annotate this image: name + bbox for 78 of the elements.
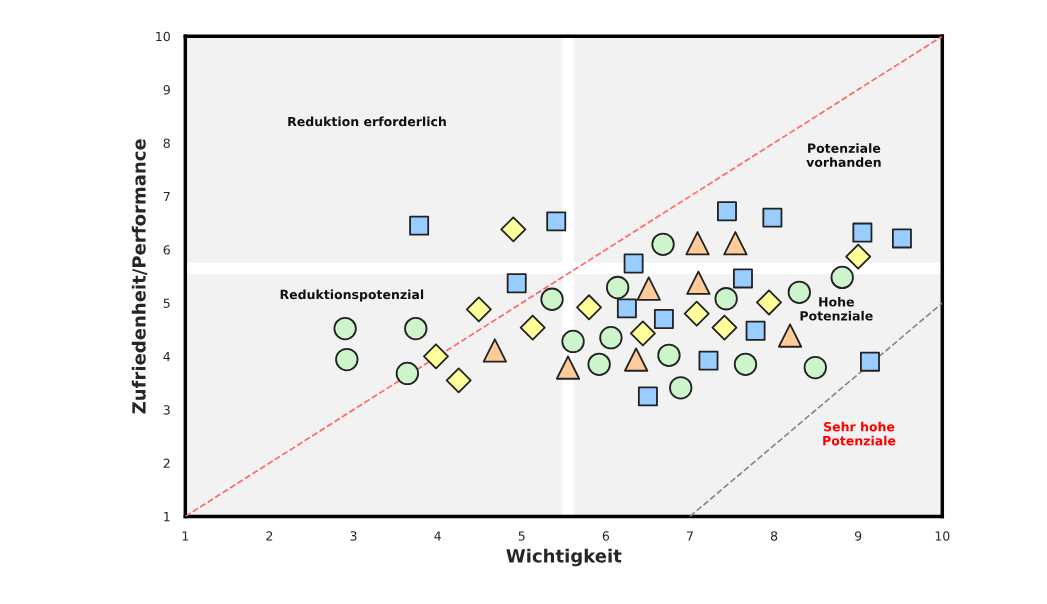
point [445, 367, 472, 394]
y-tick-label: 8 [163, 138, 170, 148]
point [605, 275, 630, 300]
point [756, 289, 782, 316]
point [698, 350, 719, 371]
y-axis-title: Zufriedenheit/Performance [131, 139, 148, 414]
point [777, 323, 803, 348]
y-tick-label: 2 [163, 458, 170, 468]
point [787, 280, 811, 304]
point [616, 298, 637, 319]
point [506, 273, 527, 294]
point [733, 352, 758, 377]
point [685, 231, 710, 256]
x-tick-label: 2 [266, 531, 273, 541]
y-tick-label: 6 [163, 245, 170, 255]
point [669, 376, 693, 400]
point [733, 268, 753, 289]
x-tick-label: 7 [687, 531, 693, 541]
point [395, 361, 420, 386]
point [465, 296, 492, 323]
point [891, 228, 912, 249]
point [762, 207, 783, 228]
y-tick-label: 5 [163, 298, 170, 308]
point [546, 211, 567, 232]
point [500, 216, 527, 243]
point [714, 287, 738, 311]
point [711, 314, 738, 341]
annotation: Reduktionspotenzial [280, 289, 424, 302]
annotation: Hohe Potenziale [800, 296, 873, 321]
point [519, 314, 546, 341]
x-tick-label: 4 [434, 531, 441, 541]
point [653, 309, 674, 329]
point [657, 343, 681, 367]
y-tick-label: 1 [164, 512, 170, 522]
x-axis-title: Wichtigkeit [506, 548, 622, 567]
point [482, 338, 507, 363]
point [561, 329, 585, 354]
point [629, 320, 656, 347]
point [335, 347, 359, 372]
point [624, 347, 649, 372]
point [576, 294, 602, 321]
y-tick-label: 3 [163, 405, 170, 415]
point [333, 316, 357, 341]
point [623, 253, 644, 274]
y-tick-label: 7 [163, 191, 170, 202]
point [723, 231, 748, 256]
point [683, 300, 710, 327]
point [540, 287, 564, 311]
point [651, 232, 675, 256]
annotation: Reduktion erforderlich [288, 116, 446, 127]
point [830, 265, 854, 290]
point [745, 320, 766, 341]
point [404, 316, 428, 341]
annotation: Sehr hohe Potenziale [823, 421, 896, 446]
point [637, 386, 658, 407]
x-tick-label: 1 [182, 531, 189, 541]
point [599, 326, 623, 350]
x-tick-label: 9 [855, 531, 862, 541]
x-tick-label: 8 [770, 531, 778, 541]
x-tick-label: 5 [518, 531, 525, 541]
point [409, 215, 430, 236]
point [423, 343, 449, 370]
y-tick-label: 4 [163, 352, 171, 362]
y-tick-label: 10 [156, 31, 170, 42]
x-tick-label: 3 [350, 531, 357, 541]
point [845, 243, 872, 270]
x-tick-label: 6 [602, 531, 610, 541]
point [852, 222, 873, 243]
point [686, 270, 711, 295]
x-tick-label: 10 [935, 531, 950, 541]
point [587, 352, 611, 377]
point [860, 351, 880, 372]
point [717, 201, 737, 222]
y-tick-label: 9 [163, 85, 170, 95]
point [555, 355, 581, 380]
point [803, 355, 827, 380]
annotation: Potenziale vorhanden [806, 143, 881, 167]
point [636, 276, 661, 301]
